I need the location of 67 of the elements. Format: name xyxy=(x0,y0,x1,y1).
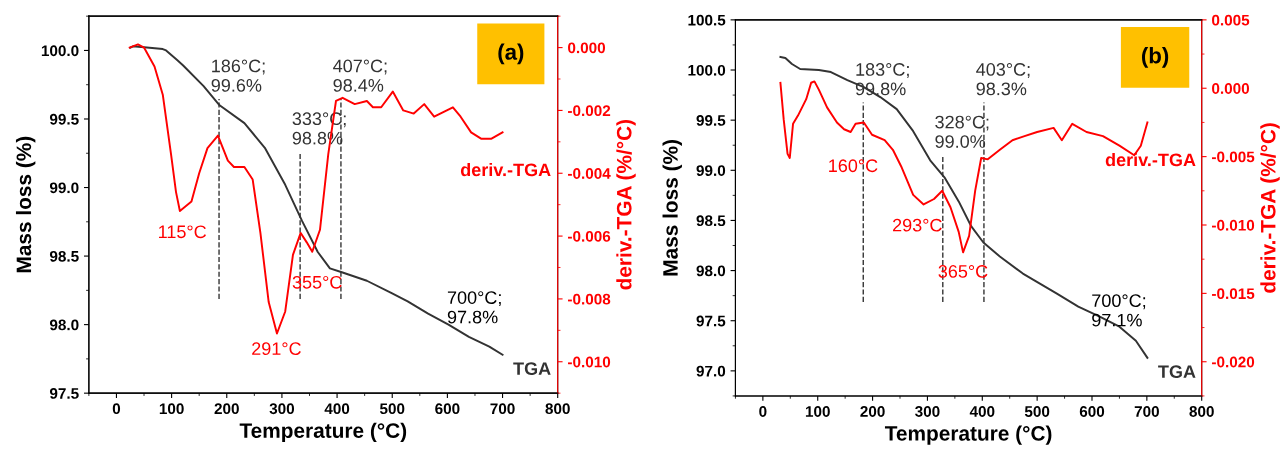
series-label: TGA xyxy=(513,362,551,375)
y-tick-label: 99.0 xyxy=(49,182,79,194)
x-tick-label: 100 xyxy=(159,403,184,415)
annotation: 365°C xyxy=(938,265,988,278)
y-tick-label: 98.5 xyxy=(696,215,726,227)
y2-axis-title: deriv.-TGA (%/°C) xyxy=(1260,123,1280,293)
y-tick-label: 99.5 xyxy=(49,113,79,125)
x-tick-label: 0 xyxy=(112,403,121,415)
y-tick-label: 100.0 xyxy=(688,64,726,76)
y-tick-label: 100.5 xyxy=(688,14,726,26)
annotation: 293°C xyxy=(893,218,942,232)
series-label: deriv.-TGA xyxy=(460,162,551,177)
x-tick-label: 800 xyxy=(545,403,570,415)
annotation: (b) xyxy=(1142,47,1169,68)
y2-tick-label: -0.004 xyxy=(568,168,611,179)
y2-tick-label: -0.005 xyxy=(1212,151,1255,163)
x-tick-label: 400 xyxy=(324,403,350,415)
y-axis-title: Mass loss (%) xyxy=(662,140,682,276)
y-tick-label: 99.0 xyxy=(696,165,726,176)
x-tick-label: 100 xyxy=(805,406,830,417)
series-label: deriv.-TGA xyxy=(1105,152,1196,167)
ref-line-label: 186°C; 99.6% xyxy=(211,59,265,92)
annotation: 700°C; 97.8% xyxy=(447,291,501,324)
x-tick-label: 500 xyxy=(1024,406,1050,417)
y-tick-label: 98.5 xyxy=(49,250,79,262)
y-tick-label: 100.0 xyxy=(41,45,79,57)
x-tick-label: 700 xyxy=(1134,406,1159,417)
x-tick-label: 200 xyxy=(860,406,885,417)
annotation: 115°C xyxy=(159,225,207,239)
ref-line-label: 328°C; 99.0% xyxy=(935,115,989,148)
x-tick-label: 300 xyxy=(915,406,940,417)
x-tick-label: 0 xyxy=(759,406,767,417)
x-tick-label: 800 xyxy=(1189,406,1214,417)
x-tick-label: 600 xyxy=(1079,406,1105,417)
x-tick-label: 600 xyxy=(435,403,460,415)
x-tick-label: 700 xyxy=(490,403,515,415)
y2-tick-label: 0.000 xyxy=(1212,83,1250,94)
series-label: TGA xyxy=(1158,365,1196,379)
y-tick-label: 98.0 xyxy=(49,319,79,331)
y-tick-label: 97.5 xyxy=(696,315,726,327)
y2-tick-label: 0.005 xyxy=(1212,14,1250,26)
x-tick-label: 400 xyxy=(969,406,995,417)
ref-line-label: 403°C; 98.3% xyxy=(976,63,1030,96)
y2-tick-label: -0.006 xyxy=(568,230,611,242)
y2-tick-label: -0.002 xyxy=(568,105,611,117)
annotation: 291°C xyxy=(252,342,301,356)
y2-tick-label: -0.015 xyxy=(1212,288,1255,300)
y-tick-label: 97.0 xyxy=(696,365,726,377)
x-tick-label: 300 xyxy=(269,403,295,415)
y-tick-label: 99.5 xyxy=(696,115,726,126)
annotation: 160°C xyxy=(829,159,878,173)
y2-tick-label: -0.008 xyxy=(568,293,611,305)
y2-tick-label: -0.020 xyxy=(1212,356,1255,368)
y2-axis-title: deriv.-TGA (%/°C) xyxy=(616,119,636,290)
annotation: (a) xyxy=(498,43,524,65)
y-tick-label: 98.0 xyxy=(696,265,726,277)
y-tick-label: 97.5 xyxy=(49,388,79,399)
annotation: 355°C xyxy=(292,275,342,289)
y2-tick-label: -0.010 xyxy=(1212,219,1255,231)
x-tick-label: 500 xyxy=(379,403,405,415)
ref-line-label: 407°C; 98.4% xyxy=(333,59,387,92)
x-axis-title: Temperature (°C) xyxy=(884,425,1052,445)
y2-tick-label: 0.000 xyxy=(568,42,606,54)
x-tick-label: 200 xyxy=(214,403,239,415)
y-axis-title: Mass loss (%) xyxy=(15,136,36,273)
y2-tick-label: -0.010 xyxy=(568,356,611,368)
x-axis-title: Temperature (°C) xyxy=(239,422,407,443)
